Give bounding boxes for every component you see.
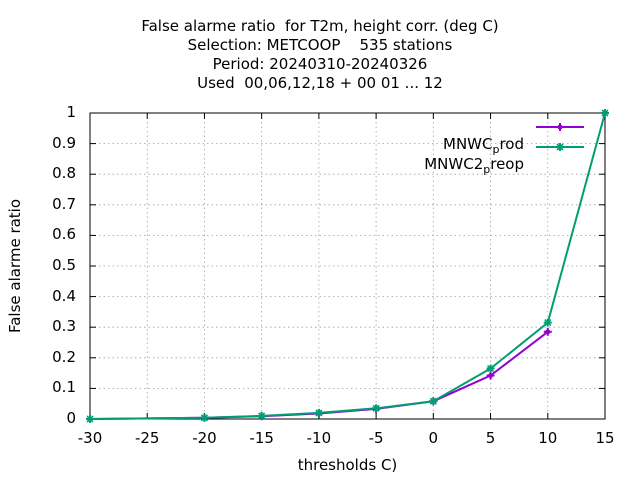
series-2-point [543,318,552,327]
y-tick-label: 0.8 [52,164,76,183]
legend-sample-marker-1 [556,123,564,131]
x-tick-label: -20 [192,429,217,447]
x-tick-label: -10 [306,429,332,447]
series-layer [86,109,609,423]
y-tick-label: 0.7 [52,194,76,213]
series-2-point [429,397,438,406]
legend-samples [536,123,584,151]
series-2-point [601,109,609,117]
x-tick-label: 10 [538,429,558,447]
y-tick-label: 0 [66,409,76,427]
series-2-point [257,411,266,420]
x-tick-label: -15 [249,429,274,447]
legend-series-2-rest: reop [490,155,524,173]
series-2-point [86,415,94,423]
legend-label-series-1: MNWCprod [424,117,524,174]
legend-series-2-sub: p [483,163,491,176]
y-tick-label: 0.3 [52,317,76,336]
y-axis-label: False alarme ratio [6,198,24,334]
grid [90,113,605,419]
legend-label-series-2: MNWC2preop [405,137,524,194]
series-1-point [543,327,552,336]
y-tick-label: 0.4 [52,286,76,305]
chart-title-line-2: Selection: METCOOP 535 stations [187,36,453,54]
x-tick-label: 0 [428,429,439,447]
y-tick-label: 1 [66,103,76,121]
series-2-point [486,364,495,373]
chart-title-line-1: False alarme ratio for T2m, height corr.… [141,17,499,35]
chart-title-line-3: Period: 20240310-20240326 [212,55,428,73]
series-2-point [372,404,381,413]
legend-series-2-main: MNWC2 [424,155,484,173]
x-axis-label: thresholds C) [297,456,398,474]
legend-sample-marker-2 [556,143,564,151]
chart-title-line-4: Used 00,06,12,18 + 00 01 ... 12 [197,74,443,92]
series-1-point [486,371,495,380]
x-tick-label: -30 [77,429,103,447]
y-tick-label: 0.2 [52,347,76,366]
x-tick-label: 15 [595,429,615,447]
series-2-point [314,408,323,417]
x-tick-label: 5 [485,429,496,447]
series-2-point [200,413,209,422]
legend-series-1-rest: rod [499,135,524,153]
y-tick-label: 0.5 [52,256,76,274]
y-tick-label: 0.9 [52,133,76,152]
x-tick-label: -25 [134,429,160,447]
x-tick-label: -5 [368,429,384,447]
y-tick-label: 0.6 [52,225,76,244]
y-tick-label: 0.1 [52,378,76,397]
legend-series-1-sub: p [492,143,500,156]
series-2 [86,109,609,423]
legend-series-1-main: MNWC [443,135,493,153]
